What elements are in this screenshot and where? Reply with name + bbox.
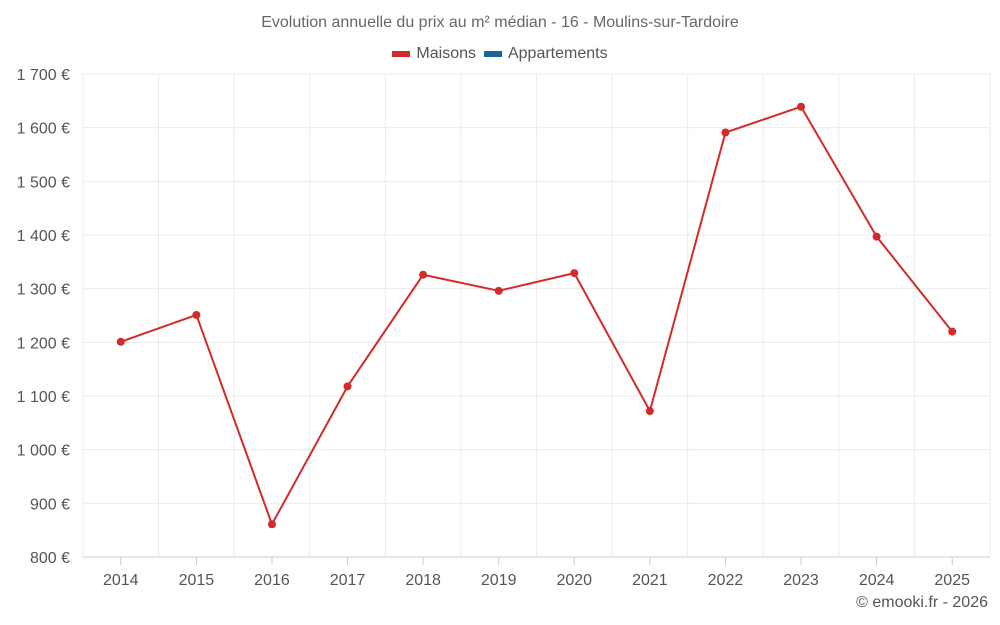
- data-point: [192, 310, 201, 319]
- y-tick-label: 1 600 €: [17, 121, 70, 138]
- x-tick-label: 2018: [405, 572, 441, 589]
- y-tick-label: 1 400 €: [17, 228, 70, 245]
- chart-credit: © emooki.fr - 2026: [856, 594, 988, 611]
- y-tick-label: 1 200 €: [17, 335, 70, 352]
- x-tick-label: 2017: [330, 572, 366, 589]
- x-tick-label: 2019: [481, 572, 517, 589]
- y-tick-label: 800 €: [30, 550, 70, 567]
- data-point: [797, 102, 806, 111]
- x-tick-label: 2024: [859, 572, 895, 589]
- y-tick-label: 1 700 €: [17, 67, 70, 84]
- data-point: [116, 337, 125, 346]
- data-point: [570, 269, 579, 278]
- legend-swatch-appartements: [483, 51, 502, 57]
- x-tick-label: 2025: [934, 572, 970, 589]
- data-point: [267, 520, 276, 529]
- x-tick-label: 2020: [556, 572, 592, 589]
- data-point: [494, 286, 503, 295]
- legend-item-maisons[interactable]: Maisons: [392, 45, 476, 63]
- y-tick-label: 1 500 €: [17, 174, 70, 191]
- x-tick-label: 2016: [254, 572, 290, 589]
- x-tick-label: 2022: [708, 572, 744, 589]
- data-point: [419, 270, 428, 279]
- data-point: [721, 128, 730, 137]
- legend-label-maisons: Maisons: [416, 45, 476, 62]
- x-tick-label: 2015: [179, 572, 215, 589]
- y-tick-label: 900 €: [30, 496, 70, 513]
- series-line-maisons: [120, 105, 953, 526]
- legend-swatch-maisons: [392, 51, 411, 57]
- legend-label-appartements: Appartements: [507, 45, 608, 62]
- x-tick-label: 2021: [632, 572, 668, 589]
- y-tick-label: 1 000 €: [17, 443, 70, 460]
- data-point: [343, 382, 352, 391]
- x-tick-label: 2014: [103, 572, 139, 589]
- data-point: [948, 327, 957, 336]
- y-tick-label: 1 100 €: [17, 389, 70, 406]
- data-point: [872, 232, 881, 241]
- chart-title: Evolution annuelle du prix au m² médian …: [261, 14, 739, 31]
- chart-legend: Maisons Appartements: [0, 45, 1000, 63]
- x-tick-label: 2023: [783, 572, 819, 589]
- legend-item-appartements[interactable]: Appartements: [483, 45, 608, 63]
- data-point: [645, 407, 654, 416]
- y-tick-label: 1 300 €: [17, 282, 70, 299]
